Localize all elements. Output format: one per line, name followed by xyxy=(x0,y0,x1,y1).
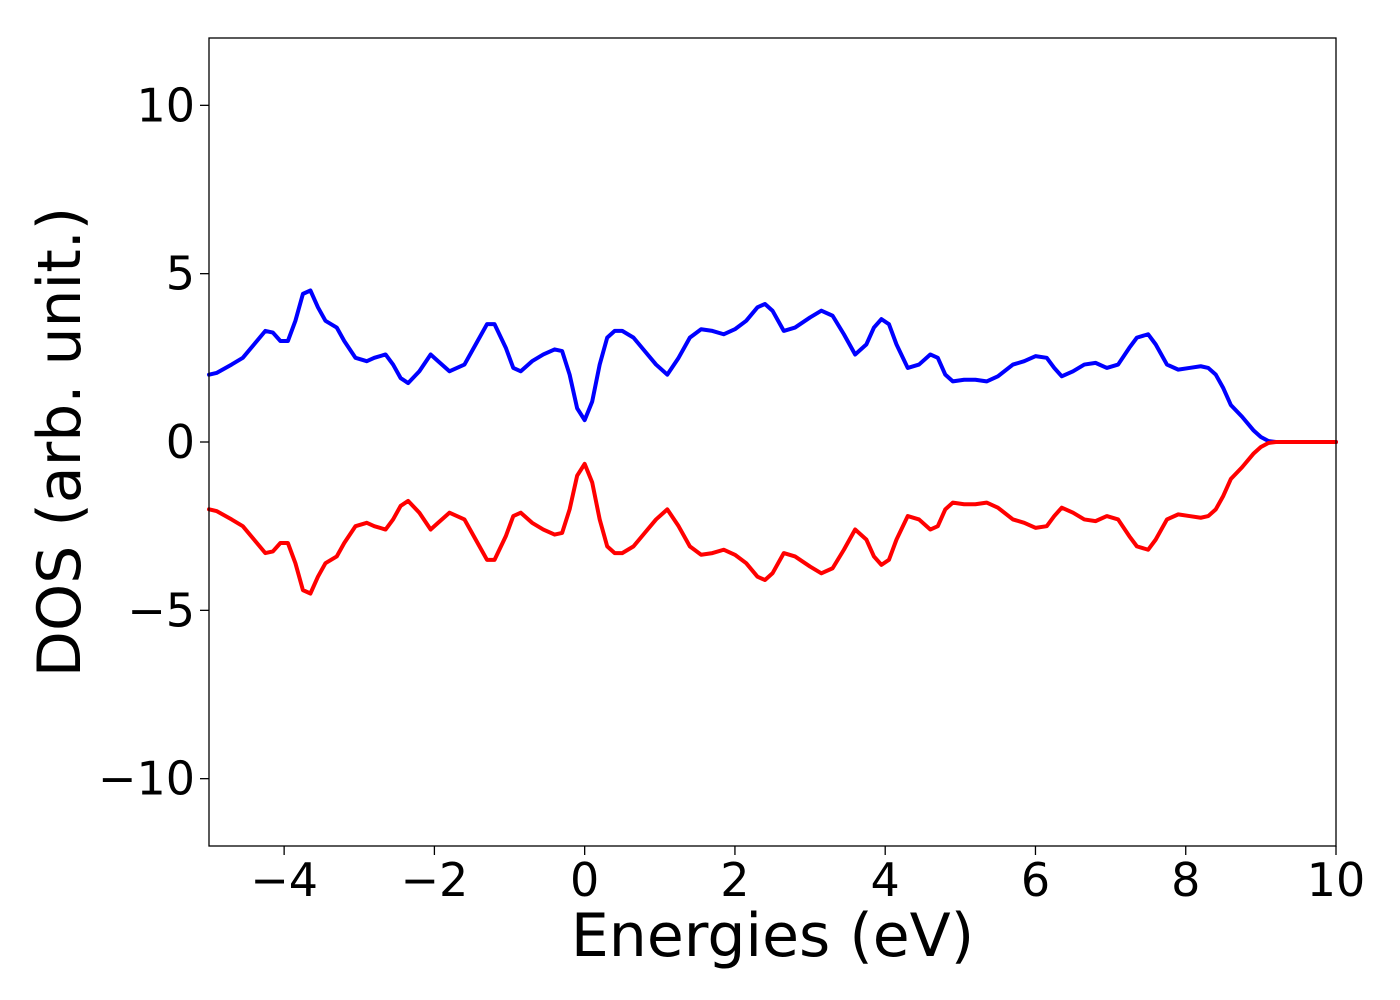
x-tick-label: −4 xyxy=(250,853,318,907)
x-tick-label: 4 xyxy=(871,853,900,907)
x-tick-label: 0 xyxy=(570,853,599,907)
y-tick-label: 5 xyxy=(166,247,195,301)
x-axis-label: Energies (eV) xyxy=(571,901,974,971)
y-tick-label: −10 xyxy=(98,752,195,806)
x-tick-label: 2 xyxy=(720,853,749,907)
series-lines xyxy=(207,288,1338,596)
x-axis-ticks: −4 −2 0 2 4 6 8 10 xyxy=(250,846,1365,907)
y-axis-label: DOS (arb. unit.) xyxy=(25,207,95,677)
plot-frame xyxy=(208,37,1337,847)
y-tick-label: 0 xyxy=(166,415,195,469)
x-tick-label: −2 xyxy=(400,853,468,907)
x-tick-label: 10 xyxy=(1307,853,1366,907)
x-tick-label: 6 xyxy=(1021,853,1050,907)
series-line-2 xyxy=(207,440,1338,596)
x-tick-label: 8 xyxy=(1171,853,1200,907)
y-tick-label: 10 xyxy=(136,78,195,132)
series-line-1 xyxy=(207,288,1338,444)
y-tick-label: −5 xyxy=(127,583,195,637)
y-axis-ticks: −10 −5 0 5 10 xyxy=(98,78,209,806)
